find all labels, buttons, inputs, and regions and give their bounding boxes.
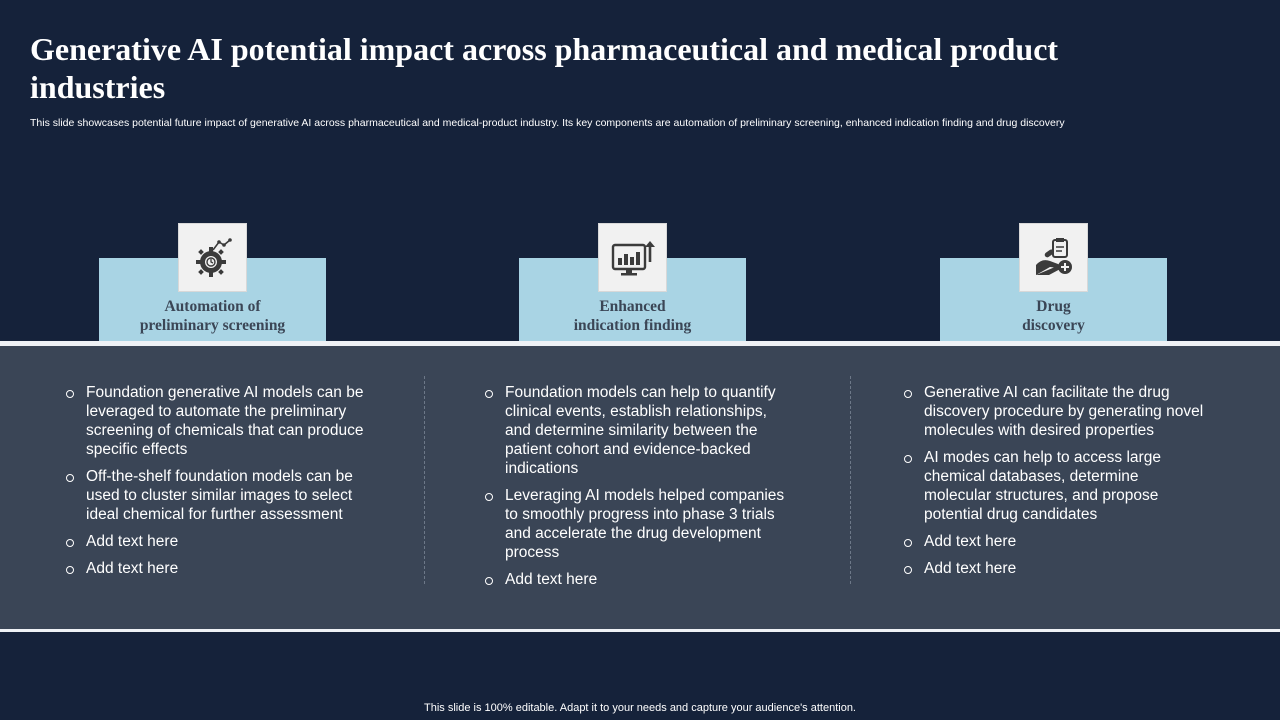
monitor-growth-chart-icon — [611, 240, 655, 275]
slide-subtitle: This slide showcases potential future im… — [30, 117, 1065, 129]
bullet-item: Add text here — [485, 570, 785, 589]
bullet-item: Leveraging AI models helped companies to… — [485, 486, 785, 562]
bullet-item: Off-the-shelf foundation models can be u… — [66, 467, 366, 524]
bullet-item: Foundation generative AI models can be l… — [66, 383, 366, 459]
bullet-list-drug: Generative AI can facilitate the drug di… — [904, 383, 1204, 586]
column-divider — [424, 376, 425, 584]
bullet-item: Add text here — [66, 532, 366, 551]
bullet-item: Add text here — [904, 559, 1204, 578]
band-bottom-rule — [0, 629, 1280, 632]
band-top-rule — [0, 341, 1280, 346]
column-divider — [850, 376, 851, 584]
bullet-item: Add text here — [904, 532, 1204, 551]
icon-tile — [1019, 223, 1088, 292]
bullet-item: Add text here — [66, 559, 366, 578]
column-header-drug: Drug discovery — [940, 223, 1167, 342]
slide-title: Generative AI potential impact across ph… — [30, 31, 1059, 105]
slide-footer: This slide is 100% editable. Adapt it to… — [424, 702, 856, 714]
bullet-item: Foundation models can help to quantify c… — [485, 383, 785, 478]
gear-automation-icon — [195, 237, 232, 277]
bullet-list-indication: Foundation models can help to quantify c… — [485, 383, 785, 597]
column-header-indication: Enhanced indication finding — [519, 223, 746, 342]
bullet-item: AI modes can help to access large chemic… — [904, 448, 1204, 524]
column-header-automation: Automation of preliminary screening — [99, 223, 326, 342]
bullet-item: Generative AI can facilitate the drug di… — [904, 383, 1204, 440]
content-band — [0, 346, 1280, 629]
icon-tile — [598, 223, 667, 292]
column-label: Automation of preliminary screening — [139, 298, 286, 334]
hand-medicine-icon — [1035, 237, 1072, 275]
bullet-list-automation: Foundation generative AI models can be l… — [66, 383, 366, 586]
column-label: Drug discovery — [1022, 298, 1085, 334]
icon-tile — [178, 223, 247, 292]
column-label: Enhanced indication finding — [573, 298, 692, 334]
